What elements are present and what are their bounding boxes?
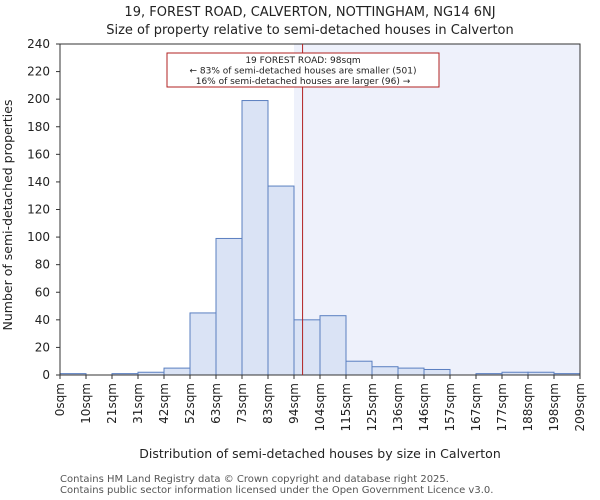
bar-125sqm	[371, 366, 399, 376]
y-tick-label: 100	[27, 230, 50, 244]
x-tick-label: 146sqm	[417, 383, 431, 431]
chart-title-line-1: 19, FOREST ROAD, CALVERTON, NOTTINGHAM, …	[124, 5, 495, 20]
x-tick-label: 188sqm	[521, 383, 535, 431]
x-tick-label: 52sqm	[183, 383, 197, 424]
x-tick-label: 177sqm	[495, 383, 509, 431]
footer-line-1: Contains HM Land Registry data © Crown c…	[60, 474, 449, 485]
x-axis-label: Distribution of semi-detached houses by …	[139, 446, 501, 461]
y-tick-label: 140	[27, 175, 50, 189]
bar-63sqm	[215, 237, 243, 376]
x-tick-label: 63sqm	[209, 383, 223, 424]
bar-94sqm	[293, 319, 321, 376]
bar-136sqm	[397, 367, 425, 376]
y-tick-label: 120	[27, 203, 50, 217]
annotation-line-2: ← 83% of semi-detached houses are smalle…	[190, 67, 417, 77]
footer-line-2: Contains public sector information licen…	[60, 485, 494, 496]
x-tick-label: 198sqm	[547, 383, 561, 431]
bar-42sqm	[163, 367, 191, 376]
y-tick-label: 80	[35, 258, 50, 272]
y-tick-label: 40	[35, 313, 50, 327]
x-tick-label: 21sqm	[105, 383, 119, 424]
x-tick-label: 73sqm	[235, 383, 249, 424]
x-tick-label: 125sqm	[365, 383, 379, 431]
x-tick-label: 42sqm	[157, 383, 171, 424]
x-tick-label: 167sqm	[469, 383, 483, 431]
y-tick-label: 0	[42, 368, 50, 382]
y-tick-label: 160	[27, 147, 50, 161]
x-tick-label: 209sqm	[573, 383, 587, 431]
footer-attribution: Contains HM Land Registry data © Crown c…	[60, 474, 493, 496]
plot-area: 0 20 40 60 80 100 120 140 160 180 200 220 240 0sqm 10s…	[27, 37, 587, 431]
bar-83sqm	[267, 185, 295, 376]
bar-73sqm	[241, 100, 269, 376]
y-tick-label: 240	[27, 37, 50, 51]
y-tick-label: 200	[27, 92, 50, 106]
y-tick-label: 20	[35, 340, 50, 354]
chart-title-line-2: Size of property relative to semi-detach…	[106, 23, 514, 38]
y-tick-label: 60	[35, 285, 50, 299]
bar-52sqm	[189, 312, 217, 376]
x-tick-label: 104sqm	[313, 383, 327, 431]
annotation-line-1: 19 FOREST ROAD: 98sqm	[245, 56, 360, 66]
x-tick-label: 94sqm	[287, 383, 301, 424]
x-tick-label: 83sqm	[261, 383, 275, 424]
bar-146sqm	[423, 368, 451, 376]
annotation-box	[166, 52, 440, 88]
x-tick-label: 31sqm	[131, 383, 145, 424]
y-tick-label: 180	[27, 120, 50, 134]
x-tick-label: 115sqm	[339, 383, 353, 431]
x-tick-label: 0sqm	[53, 383, 67, 416]
x-tick-label: 157sqm	[443, 383, 457, 431]
x-tick-label: 136sqm	[391, 383, 405, 431]
x-tick-label: 10sqm	[79, 383, 93, 424]
annotation-line-3: 16% of semi-detached houses are larger (…	[196, 77, 411, 87]
y-tick-label: 220	[27, 65, 50, 79]
bar-104sqm	[319, 315, 347, 376]
bar-115sqm	[345, 360, 373, 376]
y-axis-label: Number of semi-detached properties	[0, 100, 15, 331]
